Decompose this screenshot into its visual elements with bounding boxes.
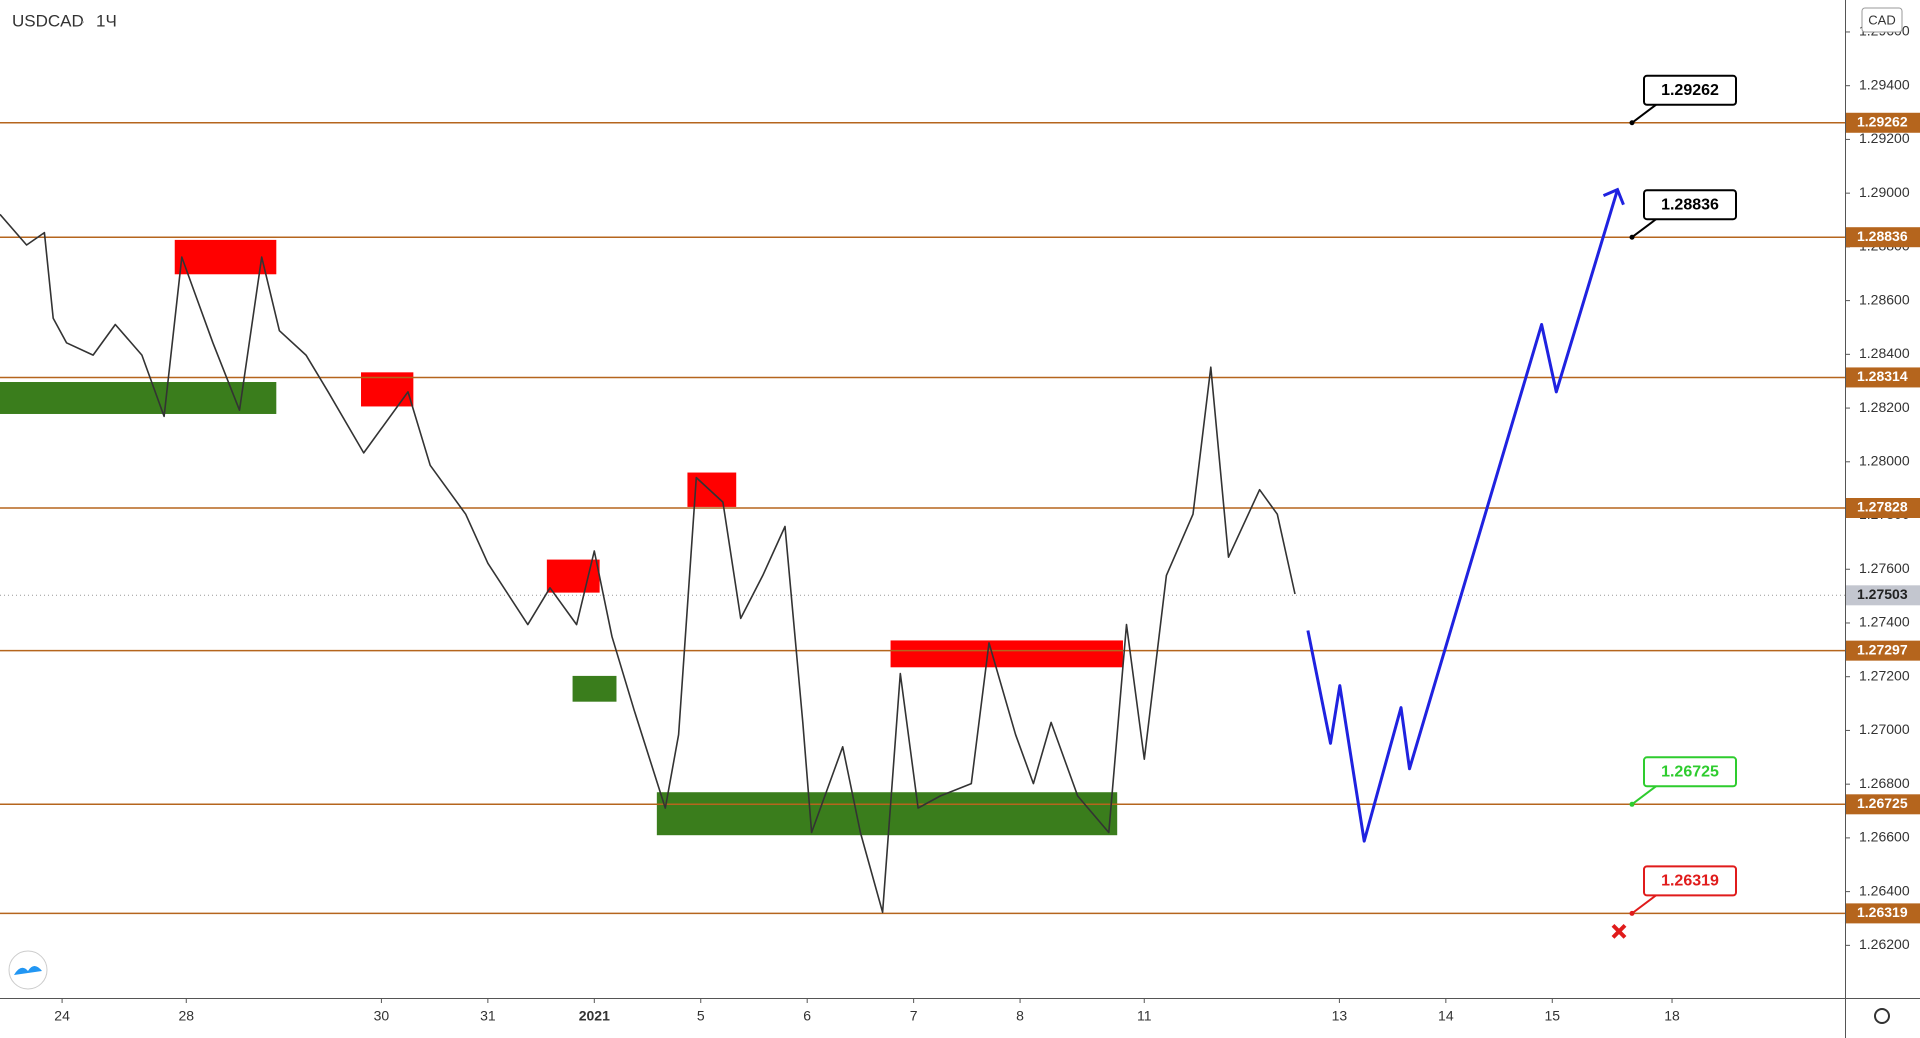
- callout-anchor: [1629, 801, 1635, 807]
- y-tick-label: 1.29200: [1859, 130, 1910, 146]
- callout-label: 1.26725: [1661, 764, 1719, 781]
- callouts: 1.29262 1.28836 1.26725 1.26319: [1611, 74, 1737, 939]
- currency-label[interactable]: CAD: [1868, 12, 1895, 27]
- level-badge-label: 1.26319: [1857, 904, 1908, 920]
- callout-box: [1643, 74, 1737, 106]
- axes: 1.26200 1.26400 1.26600 1.26800 1.27000 1.272…: [54, 23, 1920, 1024]
- zone: [572, 675, 617, 702]
- x-tick-label: 30: [374, 1008, 390, 1024]
- y-tick-label: 1.29000: [1859, 184, 1910, 200]
- callout-box: [1643, 865, 1737, 897]
- levels: [0, 122, 1845, 915]
- callout-box: [1643, 189, 1737, 221]
- x-tick-label: 24: [54, 1008, 70, 1024]
- last-price-label: 1.27503: [1857, 586, 1908, 602]
- stop-cross: [1611, 923, 1627, 939]
- y-tick-label: 1.26800: [1859, 775, 1910, 791]
- series: [0, 187, 1625, 914]
- settings-icon[interactable]: [1874, 1008, 1890, 1024]
- level-badge-label: 1.28314: [1857, 368, 1908, 384]
- callout-box: [1643, 756, 1737, 788]
- level-badge-label: 1.28836: [1857, 228, 1908, 244]
- interval: 1Ч: [96, 11, 117, 30]
- x-tick-label: 11: [1137, 1008, 1152, 1024]
- currency-button[interactable]: [1861, 7, 1903, 33]
- x-tick-label: 7: [910, 1008, 918, 1024]
- x-tick-label: 15: [1544, 1008, 1560, 1024]
- y-tick-label: 1.28000: [1859, 452, 1910, 468]
- separator: ·: [80, 11, 86, 30]
- y-tick-label: 1.28600: [1859, 291, 1910, 307]
- level-badge-label: 1.27297: [1857, 641, 1908, 657]
- x-tick-label: 28: [178, 1008, 194, 1024]
- x-tick-label: 13: [1332, 1008, 1348, 1024]
- last-price-badge: [1846, 585, 1920, 606]
- y-tick-label: 1.29400: [1859, 76, 1910, 92]
- y-tick-label: 1.28200: [1859, 399, 1910, 415]
- level-badge: [1846, 497, 1920, 518]
- zone: [890, 640, 1123, 668]
- y-tick-label: 1.27000: [1859, 721, 1910, 737]
- logo[interactable]: [8, 950, 48, 990]
- callout-anchor: [1629, 910, 1635, 916]
- x-tick-label: 31: [480, 1008, 496, 1024]
- y-tick-label: 1.27600: [1859, 560, 1910, 576]
- x-tick-label: 5: [697, 1008, 705, 1024]
- y-tick-label: 1.28400: [1859, 345, 1910, 361]
- callout-connector: [1631, 785, 1657, 806]
- x-tick-label: 6: [803, 1008, 811, 1024]
- y-tick-label: 1.26200: [1859, 936, 1910, 952]
- logo-icon: [14, 966, 42, 975]
- x-tick-label: 14: [1438, 1008, 1454, 1024]
- callout-anchor: [1629, 234, 1635, 240]
- level-badge: [1846, 794, 1920, 815]
- x-tick-label: 18: [1664, 1008, 1680, 1024]
- y-tick-label: 1.27200: [1859, 667, 1910, 683]
- callout-connector: [1631, 103, 1657, 124]
- y-tick-label: 1.26600: [1859, 829, 1910, 845]
- level-badge: [1846, 112, 1920, 133]
- projection-arrow: [1602, 187, 1625, 206]
- level-badge-label: 1.27828: [1857, 499, 1908, 515]
- callout-label: 1.26319: [1661, 873, 1719, 890]
- level-badge: [1846, 640, 1920, 661]
- level-badge: [1846, 227, 1920, 248]
- x-tick-label: 8: [1016, 1008, 1024, 1024]
- callout-label: 1.29262: [1661, 82, 1719, 99]
- level-badge-label: 1.26725: [1857, 795, 1908, 811]
- y-tick-label: 1.27400: [1859, 614, 1910, 630]
- projection-line: [1306, 189, 1619, 843]
- price-line: [0, 213, 1296, 914]
- level-badge: [1846, 903, 1920, 924]
- symbol: USDCAD: [12, 11, 84, 30]
- x-tick-label: 2021: [579, 1008, 610, 1024]
- level-badge: [1846, 367, 1920, 388]
- zone: [656, 792, 1118, 836]
- callout-anchor: [1629, 120, 1635, 126]
- callout-connector: [1631, 218, 1657, 239]
- callout-label: 1.28836: [1661, 196, 1719, 213]
- callout-connector: [1631, 894, 1657, 915]
- level-badge-label: 1.29262: [1857, 113, 1908, 129]
- y-tick-label: 1.26400: [1859, 882, 1910, 898]
